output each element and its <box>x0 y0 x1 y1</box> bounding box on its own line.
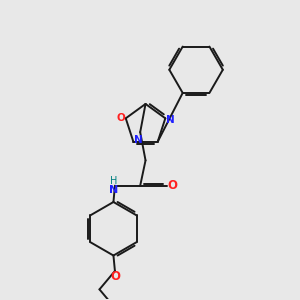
Text: N: N <box>134 135 143 145</box>
Text: O: O <box>116 113 125 123</box>
Text: H: H <box>110 176 117 186</box>
Text: N: N <box>109 184 118 194</box>
Text: N: N <box>166 115 175 125</box>
Text: O: O <box>110 270 120 283</box>
Text: O: O <box>167 179 177 192</box>
